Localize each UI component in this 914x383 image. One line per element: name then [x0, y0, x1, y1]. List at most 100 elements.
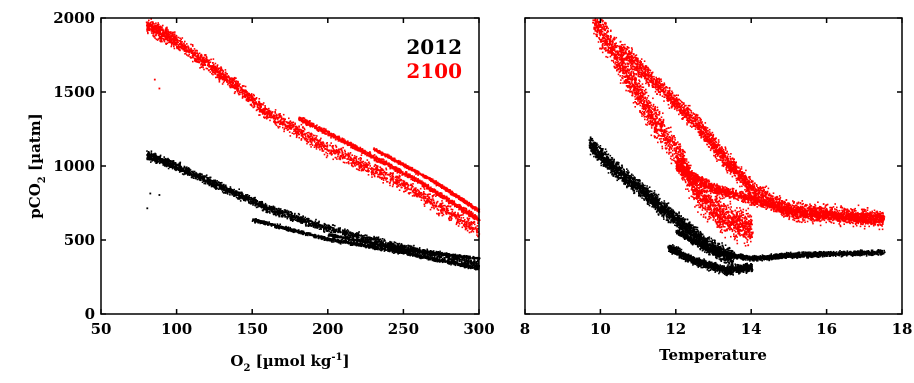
data-point — [325, 142, 328, 145]
data-point — [346, 162, 348, 164]
data-point — [473, 206, 475, 208]
data-point — [216, 65, 218, 67]
data-point — [170, 165, 173, 167]
data-point — [455, 217, 457, 220]
data-point — [339, 158, 342, 161]
data-point — [446, 210, 448, 213]
data-point — [351, 163, 353, 165]
data-point — [466, 204, 469, 206]
data-point — [377, 169, 380, 171]
data-point — [201, 55, 203, 57]
data-point — [253, 99, 256, 102]
data-point — [315, 145, 318, 147]
data-point — [381, 154, 383, 156]
data-point — [237, 81, 239, 83]
data-point — [429, 190, 432, 193]
data-point — [294, 132, 297, 135]
data-point — [350, 162, 352, 164]
data-point — [473, 228, 475, 231]
data-point — [200, 56, 203, 58]
data-point — [351, 161, 354, 164]
data-point — [392, 182, 395, 184]
data-point — [217, 67, 220, 70]
data-point — [447, 212, 450, 215]
data-point — [463, 225, 466, 228]
data-point — [233, 92, 236, 95]
data-point — [423, 203, 426, 206]
data-point — [176, 47, 178, 50]
data-point — [172, 33, 174, 35]
data-point — [175, 42, 178, 44]
data-point — [278, 114, 281, 117]
data-point — [154, 27, 157, 29]
data-point — [433, 194, 435, 196]
data-point — [152, 22, 154, 25]
data-point — [379, 170, 381, 173]
data-point — [354, 162, 356, 164]
data-point — [464, 211, 467, 214]
data-point — [145, 21, 148, 24]
data-point — [419, 182, 421, 184]
data-point — [209, 65, 211, 67]
data-point — [398, 179, 400, 182]
data-point — [429, 201, 432, 203]
data-point — [350, 157, 353, 160]
data-point — [150, 30, 153, 32]
data-point — [226, 80, 228, 83]
data-point — [182, 48, 184, 50]
data-point — [417, 171, 419, 173]
data-point — [453, 194, 455, 196]
data-point — [466, 201, 469, 204]
data-point — [407, 173, 410, 175]
data-point — [313, 138, 315, 140]
data-point — [358, 165, 360, 167]
data-point — [432, 189, 435, 191]
data-point — [368, 152, 370, 155]
data-point — [212, 58, 215, 60]
data-point — [448, 199, 450, 201]
data-point — [197, 56, 200, 58]
data-point — [203, 68, 205, 71]
data-point — [448, 212, 451, 214]
data-point — [477, 222, 479, 224]
data-point — [303, 138, 306, 140]
data-point — [423, 191, 425, 193]
data-point — [214, 68, 216, 71]
data-point — [222, 72, 224, 74]
data-point — [366, 166, 368, 169]
data-point — [367, 168, 369, 170]
data-point — [435, 190, 437, 193]
data-point — [375, 160, 378, 163]
data-point — [463, 222, 466, 225]
data-point — [415, 192, 417, 195]
data-point — [475, 215, 478, 217]
data-point — [321, 141, 323, 144]
data-point — [422, 176, 424, 178]
data-point — [254, 97, 256, 100]
data-point — [288, 131, 291, 133]
data-point — [357, 163, 360, 166]
data-point — [154, 37, 156, 39]
data-point — [224, 71, 227, 74]
data-point — [153, 28, 156, 31]
data-point — [263, 113, 266, 116]
data-point — [421, 180, 423, 182]
data-point — [389, 180, 392, 182]
data-point — [301, 126, 304, 129]
data-point — [263, 112, 265, 114]
data-point — [405, 165, 408, 167]
data-point — [319, 148, 321, 151]
data-point — [280, 116, 283, 118]
data-point — [353, 147, 355, 150]
data-point — [172, 38, 174, 40]
data-point — [222, 81, 225, 84]
data-point — [470, 226, 473, 228]
data-point — [403, 184, 405, 187]
data-point — [203, 63, 206, 66]
data-point — [150, 32, 153, 34]
data-point — [412, 185, 414, 188]
data-point — [278, 113, 280, 116]
data-point — [447, 211, 450, 214]
data-point — [276, 117, 279, 119]
data-point — [154, 155, 157, 158]
